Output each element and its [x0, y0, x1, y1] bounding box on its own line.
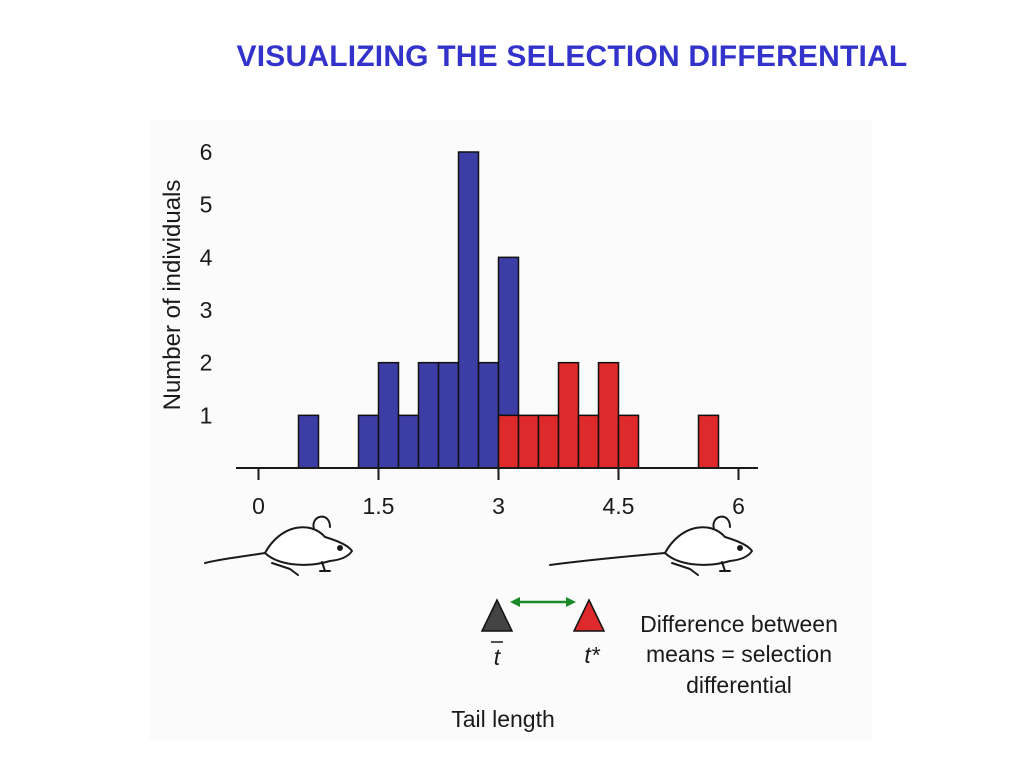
y-tick-label: 5 [200, 192, 213, 218]
y-axis-label: Number of individuals [159, 180, 186, 411]
x-axis-ticks: 0 1.5 3 4.5 6 [252, 468, 745, 519]
histogram-bar [437, 361, 460, 469]
x-axis-label: Tail length [451, 706, 555, 732]
x-tick-label: 3 [492, 493, 505, 519]
histogram-bar [697, 414, 720, 469]
y-tick-label: 1 [200, 402, 213, 428]
slide-title: VISUALIZING THE SELECTION DIFFERENTIAL [236, 40, 908, 73]
histogram-bar [597, 361, 620, 469]
histogram-bar [537, 414, 560, 469]
histogram-bar [517, 414, 540, 469]
histogram-bar [577, 414, 600, 469]
histogram-bar [617, 414, 640, 469]
x-tick-label: 6 [732, 493, 745, 519]
histogram-bar [397, 414, 420, 469]
y-axis-ticks: 1 2 3 4 5 6 [200, 139, 213, 428]
difference-arrow-icon [510, 597, 576, 607]
histogram-bar [357, 414, 380, 469]
histogram-bar [477, 361, 500, 469]
x-tick-label: 4.5 [603, 493, 635, 519]
x-tick-label: 1.5 [363, 493, 395, 519]
annotation-line-3: differential [686, 672, 792, 698]
histogram-bar [557, 361, 580, 469]
selected-mean-triangle-icon [572, 598, 606, 632]
annotation-line-1: Difference between [640, 611, 838, 637]
y-tick-label: 6 [200, 139, 213, 165]
y-tick-label: 4 [200, 244, 213, 270]
mean-triangle-icon [480, 598, 514, 632]
long-tail-mouse-icon [549, 515, 753, 576]
x-tick-label: 0 [252, 493, 265, 519]
histogram-bar [497, 414, 520, 469]
y-tick-label: 3 [200, 297, 213, 323]
short-tail-mouse-icon [204, 515, 353, 576]
histogram-bar [377, 361, 400, 469]
histogram-bars [297, 151, 720, 469]
selected-mean-label: t* [584, 642, 600, 668]
histogram-bar [297, 414, 320, 469]
y-tick-label: 2 [200, 350, 213, 376]
histogram-bar [457, 151, 480, 469]
histogram-bar [417, 361, 440, 469]
annotation-line-2: means = selection [646, 641, 832, 667]
mean-label: t [494, 644, 502, 670]
